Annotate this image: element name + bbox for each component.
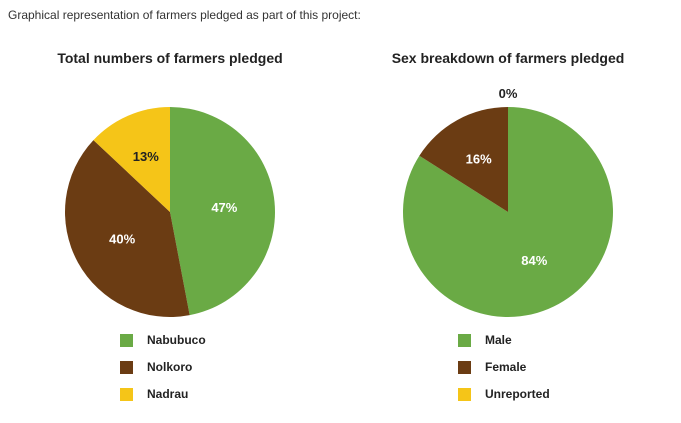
legend-item-nolkoro: Nolkoro xyxy=(120,358,206,376)
intro-text: Graphical representation of farmers pled… xyxy=(8,8,361,22)
pie-slice-nolkoro xyxy=(64,140,190,317)
legend: Male Female Unreported xyxy=(458,331,550,412)
legend-label: Nabubuco xyxy=(147,333,206,347)
legend-label: Nadrau xyxy=(147,387,189,401)
legend-item-nabubuco: Nabubuco xyxy=(120,331,206,349)
legend-label: Male xyxy=(485,333,512,347)
legend-swatch xyxy=(458,333,471,347)
legend-swatch xyxy=(120,387,133,401)
pie-chart-sex: 84% 16% 0% xyxy=(403,86,613,317)
pie-label-female: 16% xyxy=(466,152,492,167)
legend-label: Nolkoro xyxy=(147,360,193,374)
legend-item-nadrau: Nadrau xyxy=(120,385,206,403)
legend-label: Female xyxy=(485,360,527,374)
pie-label-nadrau: 13% xyxy=(133,149,159,164)
legend-swatch xyxy=(120,360,133,374)
legend-item-unreported: Unreported xyxy=(458,385,550,403)
chart-sex-breakdown: 84% 16% 0% Sex breakdown of farmers pledge… xyxy=(338,46,678,416)
legend: Nabubuco Nolkoro Nadrau xyxy=(120,331,206,412)
legend-swatch xyxy=(458,387,471,401)
pie-label-male: 84% xyxy=(521,253,547,268)
legend-item-male: Male xyxy=(458,331,550,349)
chart-total-farmers: 47% 40% 13% Total numbers of farmers pledg… xyxy=(0,46,340,416)
pie-label-unreported: 0% xyxy=(499,86,518,101)
pie-slice-nabubuco xyxy=(170,107,276,316)
pie-slice-nadrau xyxy=(93,107,170,212)
legend-item-female: Female xyxy=(458,358,550,376)
legend-swatch xyxy=(120,333,133,347)
pie-label-nabubuco: 47% xyxy=(211,200,237,215)
pie-slice-female xyxy=(419,107,508,212)
pie-chart-total: 47% 40% 13% xyxy=(64,107,276,317)
chart-title: Sex breakdown of farmers pledged xyxy=(391,50,625,66)
chart-title: Total numbers of farmers pledged xyxy=(57,50,283,66)
legend-swatch xyxy=(458,360,471,374)
legend-label: Unreported xyxy=(485,387,550,401)
pie-label-nolkoro: 40% xyxy=(109,231,135,246)
